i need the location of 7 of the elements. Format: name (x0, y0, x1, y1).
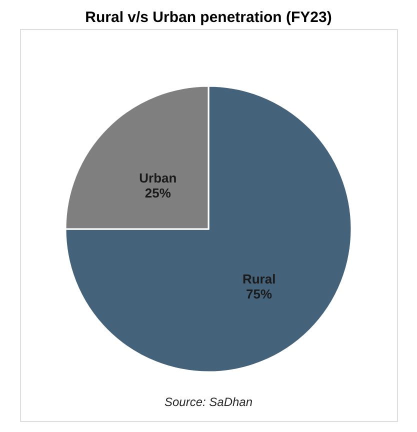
chart-title: Rural v/s Urban penetration (FY23) (85, 9, 332, 26)
data-label: 75% (246, 286, 272, 302)
slice-label: Rural (242, 272, 276, 287)
source-note: Source: SaDhan (164, 395, 253, 409)
slice-label: Urban (139, 170, 177, 186)
pie-slice (64, 85, 352, 373)
data-label: 25% (144, 185, 172, 200)
